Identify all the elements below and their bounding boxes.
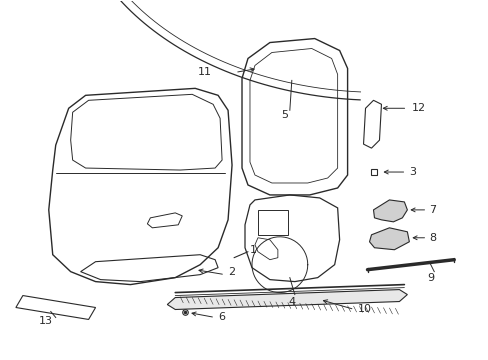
Polygon shape: [167, 289, 407, 310]
Text: 3: 3: [408, 167, 415, 177]
Text: 1: 1: [249, 245, 257, 255]
Text: 2: 2: [227, 267, 235, 276]
Text: 9: 9: [427, 273, 434, 283]
Text: 13: 13: [39, 316, 53, 327]
Polygon shape: [373, 200, 407, 222]
Text: 10: 10: [357, 305, 371, 315]
Text: 11: 11: [198, 67, 212, 77]
Polygon shape: [369, 228, 408, 250]
Text: 5: 5: [281, 110, 288, 120]
Text: 6: 6: [218, 312, 224, 323]
Text: 4: 4: [287, 297, 295, 306]
Text: 12: 12: [410, 103, 425, 113]
Text: 8: 8: [428, 233, 435, 243]
Text: 7: 7: [428, 205, 435, 215]
